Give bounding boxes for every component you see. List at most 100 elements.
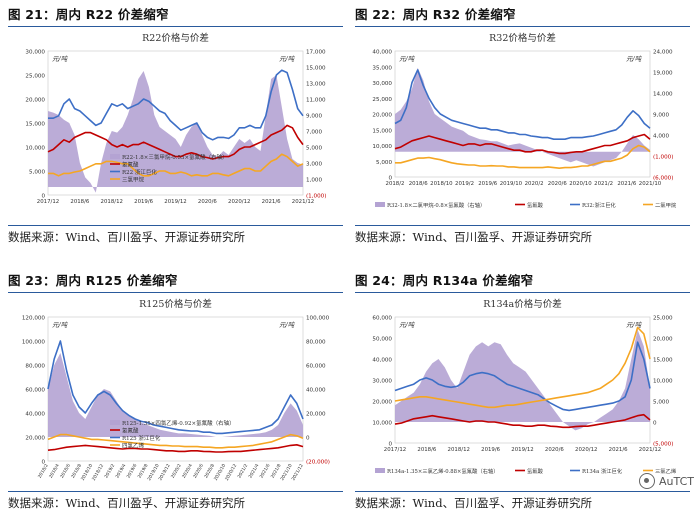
right-tick-label: 10,000	[653, 379, 673, 385]
x-tick-label: 2020/6	[548, 181, 568, 187]
x-tick-label: 2019/6	[478, 181, 498, 187]
x-tick-label: 2019/2	[455, 181, 474, 187]
right-tick-label: 20,000	[306, 412, 326, 418]
right-tick-label: 5,000	[306, 146, 322, 152]
plot-frame	[47, 316, 304, 462]
x-tick-label: 2021/12	[639, 447, 661, 453]
x-tick-label: 2017/12	[384, 447, 406, 453]
figure-panel-r22: 图 21：周内 R22 价差缩窄 R22价格与价差 0 5,000 10,000 15,…	[8, 4, 343, 248]
left-tick-label: 15,000	[372, 128, 392, 134]
right-tick-label: 11,000	[306, 98, 326, 104]
x-tick-label: 2018/2	[386, 181, 405, 187]
right-unit-label: 元/吨	[279, 321, 296, 329]
left-tick-label: 10,000	[372, 421, 392, 427]
source-note: 数据来源：Wind、百川盈孚、开源证券研究所	[8, 230, 246, 244]
figure-title: 图 23：周内 R125 价差缩窄	[8, 273, 178, 288]
series-line	[47, 433, 304, 449]
right-tick-label: 0	[306, 436, 310, 442]
legend-label: R134a 浙江巨化	[582, 467, 623, 475]
x-tick-label: 2021/12	[292, 199, 314, 205]
legend-label: R134a-1.35×三氯乙烯-0.88×氢氟酸（右轴）	[387, 467, 499, 475]
chart-title: R32价格与价差	[489, 32, 556, 44]
plot-frame	[394, 316, 651, 444]
left-tick-label: 0	[41, 460, 45, 466]
x-tick-label: 2021/6	[617, 181, 637, 187]
legend-label: 二氯甲烷	[655, 201, 677, 209]
right-tick-label: 9,000	[653, 113, 669, 119]
right-tick-label: (5,000)	[653, 442, 673, 448]
x-tick-label: 2019/10	[500, 181, 523, 187]
left-tick-label: 30,000	[372, 81, 392, 87]
left-tick-label: 60,000	[372, 316, 392, 322]
left-tick-label: 10,000	[25, 146, 45, 152]
watermark: AuTCT	[639, 473, 694, 489]
left-tick-label: 15,000	[25, 122, 45, 128]
x-tick-label: 2018/12	[448, 447, 470, 453]
left-tick-label: 20,000	[372, 113, 392, 119]
wechat-logo-icon	[639, 473, 656, 489]
legend-swatch	[110, 420, 120, 425]
legend-label: 四氯乙烯	[122, 442, 145, 450]
series-line	[394, 133, 651, 155]
figure-title: 图 24：周内 R134a 价差缩窄	[355, 273, 534, 288]
x-tick-label: 2018/6	[409, 181, 429, 187]
series-line	[47, 124, 304, 160]
legend-label: R125-1.35×四氯乙烯-0.92×氢氟酸（右轴）	[122, 419, 235, 427]
series-spread-area	[395, 67, 650, 167]
figure-panel-r32: 图 22：周内 R32 价差缩窄 R32价格与价差 0 5,000 10,000 15,…	[355, 4, 690, 248]
left-tick-label: 50,000	[372, 337, 392, 343]
chart-box: R32价格与价差 0 5,000 10,000 15,000 20,000 25,000 30…	[355, 26, 690, 226]
right-tick-label: 80,000	[306, 340, 326, 346]
legend-label: R125 浙江巨化	[122, 434, 161, 442]
left-tick-label: 20,000	[372, 400, 392, 406]
right-tick-label: 5,000	[653, 400, 669, 406]
legend-label: 三氯甲烷	[122, 176, 145, 184]
x-tick-label: 2021/10	[639, 181, 662, 187]
series-line	[47, 340, 304, 435]
left-tick-label: 120,000	[22, 316, 46, 322]
right-tick-label: (20,000)	[306, 460, 330, 466]
chart-box: R125价格与价差 0 20,000 40,000 60,000 80,000 100,00…	[8, 292, 343, 492]
x-tick-label: 2019/12	[511, 447, 533, 453]
legend-label: 三氯乙烯	[655, 467, 677, 475]
left-tick-label: 20,000	[25, 436, 45, 442]
right-tick-label: 15,000	[306, 66, 326, 72]
legend-swatch	[375, 468, 385, 473]
series-spread-area	[48, 353, 303, 437]
left-tick-label: 0	[388, 442, 392, 448]
left-unit-label: 元/吨	[399, 55, 416, 63]
left-tick-label: 40,000	[372, 50, 392, 56]
left-tick-label: 100,000	[22, 340, 46, 346]
source-note: 数据来源：Wind、百川盈孚、开源证券研究所	[8, 496, 246, 510]
right-tick-label: 9,000	[306, 114, 322, 120]
left-tick-label: 25,000	[372, 97, 392, 103]
series-line	[394, 341, 651, 412]
series-line	[48, 153, 304, 177]
left-tick-label: 80,000	[25, 364, 45, 370]
legend-swatch	[375, 202, 385, 207]
chart-box: R134a价格与价差 0 10,000 20,000 30,000 40,000 50,00…	[355, 292, 690, 492]
left-tick-label: 40,000	[372, 358, 392, 364]
left-tick-label: 5,000	[29, 170, 45, 176]
legend-label: R32-1.8×二氯甲烷-0.8×氢氟酸（右轴）	[387, 201, 485, 209]
legend-label: R22 浙江巨化	[122, 168, 157, 176]
x-tick-label: 2020/6	[545, 447, 565, 453]
right-tick-label: (1,000)	[653, 155, 673, 161]
x-tick-label: 2019/6	[134, 199, 154, 205]
right-tick-label: (1,000)	[306, 194, 326, 200]
x-tick-label: 2018/10	[430, 181, 453, 187]
chart-r134a: R134a价格与价差 0 10,000 20,000 30,000 40,000 50,00…	[372, 298, 677, 475]
series-spread-area	[395, 329, 650, 431]
left-tick-label: 10,000	[372, 144, 392, 150]
x-tick-label: 2020/10	[569, 181, 592, 187]
chart-title: R22价格与价差	[142, 32, 209, 44]
x-tick-label: 2020/2	[525, 181, 544, 187]
right-tick-label: 0	[653, 421, 657, 427]
left-tick-label: 60,000	[25, 388, 45, 394]
legend-swatch	[110, 154, 120, 159]
legend-label: R32:浙江巨化	[582, 201, 616, 209]
left-tick-label: 30,000	[25, 50, 45, 56]
left-tick-label: 0	[41, 194, 45, 200]
right-tick-label: 40,000	[306, 388, 326, 394]
right-tick-label: 7,000	[306, 130, 322, 136]
